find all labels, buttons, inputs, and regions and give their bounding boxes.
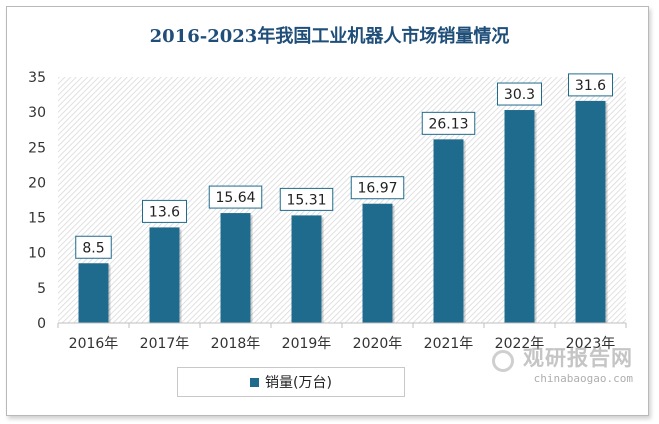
x-tick-label: 2021年 [424, 336, 474, 352]
legend-label: 销量(万台) [265, 375, 332, 391]
data-label: 31.6 [575, 78, 606, 94]
bar [149, 227, 180, 323]
legend: 销量(万台) [177, 367, 405, 397]
y-tick-label: 20 [28, 175, 46, 191]
chart-title: 2016-2023年我国工业机器人市场销量情况 [149, 26, 510, 47]
bar [504, 110, 535, 323]
legend-swatch [250, 377, 260, 387]
data-label: 8.5 [82, 240, 104, 256]
data-label: 16.97 [357, 181, 397, 197]
x-tick-label: 2023年 [566, 336, 616, 352]
bar [78, 263, 109, 323]
bar [220, 213, 251, 323]
bar [291, 215, 322, 323]
bar [362, 203, 393, 323]
data-label-box [568, 73, 613, 97]
data-label: 30.3 [504, 87, 535, 103]
data-label-box [75, 235, 112, 259]
x-tick-label: 2019年 [282, 336, 332, 352]
y-tick-label: 30 [28, 105, 46, 121]
value-labels: 8.5 13.6 15.64 15.31 16.97 26.13 30.3 31.6 [75, 73, 613, 259]
x-axis: 2016年 2017年 2018年 2019年 2020年 2021年 2022年 2023年 [57, 322, 627, 352]
data-label-box [350, 176, 405, 200]
x-tick-label: 2020年 [353, 336, 403, 352]
bar-series [78, 100, 608, 323]
y-tick-label: 10 [28, 246, 46, 262]
x-tick-label: 2016年 [69, 336, 119, 352]
bar [575, 100, 606, 323]
data-label: 26.13 [428, 116, 468, 132]
x-tick-label: 2017年 [140, 336, 190, 352]
x-tick-label: 2018年 [211, 336, 261, 352]
y-tick-label: 15 [28, 211, 46, 227]
data-label-box [208, 185, 263, 209]
data-label: 15.31 [286, 192, 326, 208]
y-tick-label: 25 [28, 140, 46, 156]
data-label: 13.6 [149, 204, 180, 220]
data-label: 15.64 [215, 190, 255, 206]
data-label-box [142, 199, 187, 223]
y-tick-label: 35 [28, 70, 46, 86]
data-label-box [497, 82, 542, 106]
y-tick-label: 0 [37, 316, 46, 332]
x-tick-label: 2022年 [495, 336, 545, 352]
y-tick-label: 5 [37, 281, 46, 297]
data-label-box [421, 111, 476, 135]
data-label-box [279, 187, 334, 211]
bar [433, 139, 464, 323]
y-axis: 0 5 10 15 20 25 30 35 [28, 70, 46, 332]
